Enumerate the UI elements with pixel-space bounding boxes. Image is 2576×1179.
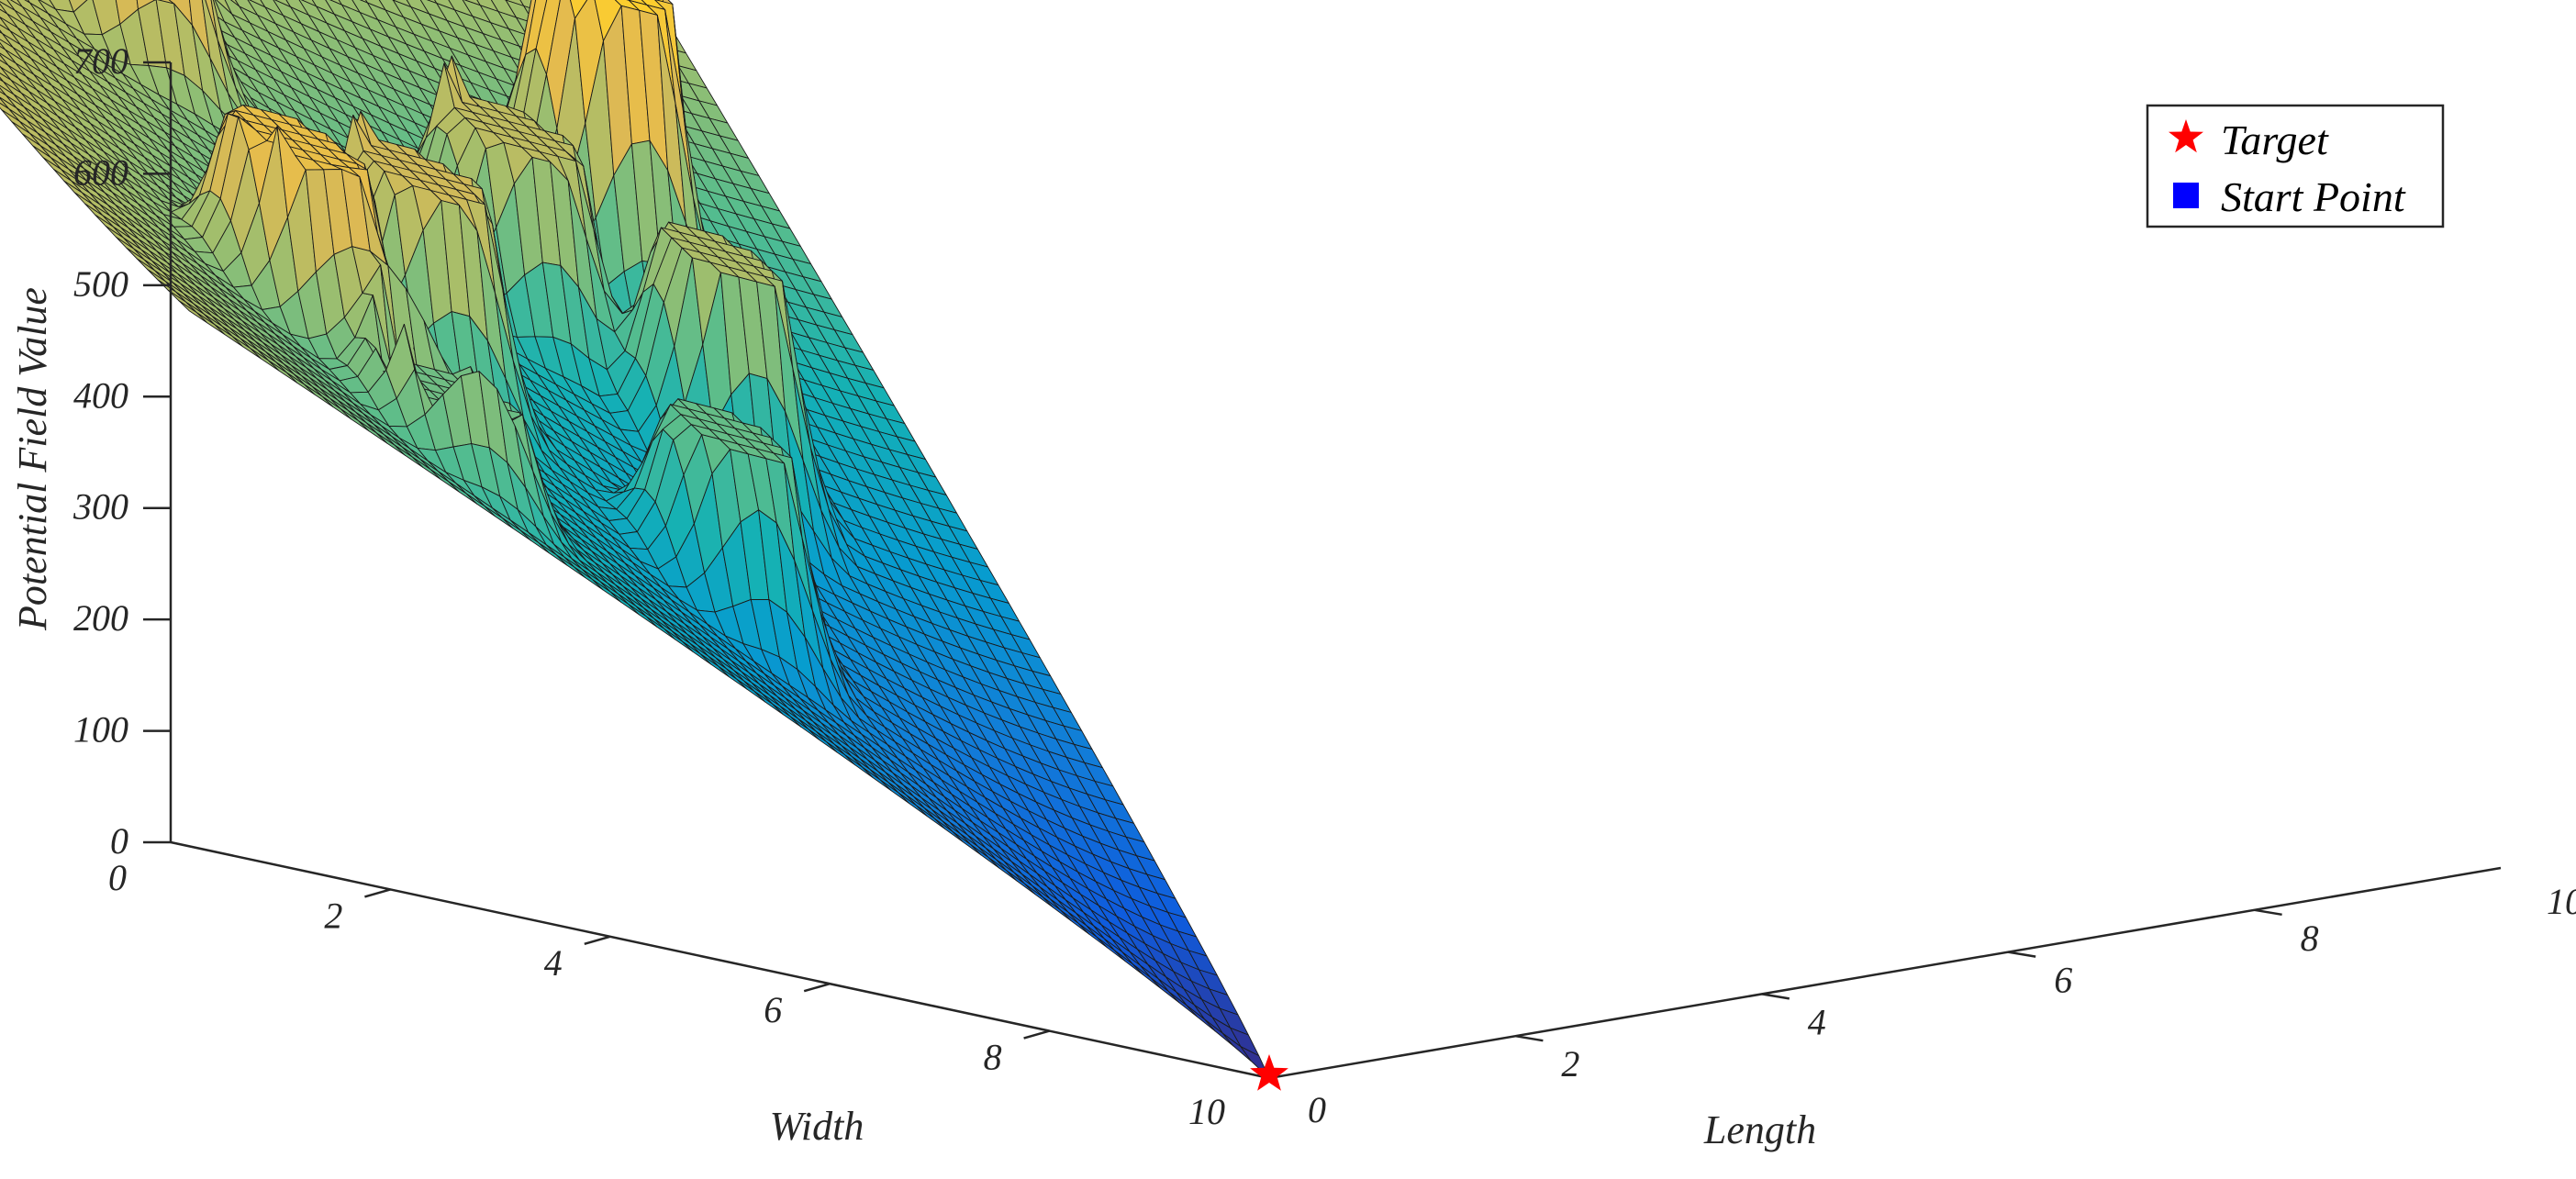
width-axis-label: Width [770, 1104, 864, 1149]
z-tick-label: 600 [73, 151, 128, 193]
target-star-marker [1250, 1054, 1288, 1091]
width-tick-label: 8 [984, 1037, 1002, 1078]
legend-label-start: Start Point [2221, 173, 2406, 220]
length-tick-label: 10 [2547, 881, 2576, 922]
width-tick-mark [803, 982, 831, 993]
axes: 024681002468100100200300400500600700 [72, 40, 2576, 1132]
length-tick-mark [2007, 951, 2036, 958]
width-tick-mark [1023, 1029, 1050, 1040]
length-tick-label: 2 [1561, 1043, 1579, 1084]
width-tick-label: 0 [108, 857, 127, 898]
legend: Target Start Point [2146, 104, 2445, 228]
length-axis-label: Length [1703, 1107, 1816, 1152]
z-axis-label: Potential Field Value [10, 287, 55, 631]
width-axis-line [170, 840, 1270, 1080]
width-tick-label: 6 [764, 989, 782, 1030]
surface-cell [525, 0, 548, 55]
z-tick-label: 200 [73, 597, 128, 639]
length-tick-label: 6 [2054, 960, 2072, 1001]
width-tick-label: 4 [544, 942, 563, 984]
length-tick-label: 0 [1308, 1089, 1326, 1130]
legend-start-square-icon [2173, 183, 2199, 208]
surface-cell [535, 0, 561, 75]
length-tick-mark [1761, 993, 1790, 1000]
z-tick-label: 0 [110, 820, 128, 862]
surface-cell [570, 0, 588, 19]
length-tick-label: 4 [1808, 1001, 1826, 1042]
width-tick-label: 2 [324, 895, 342, 936]
width-tick-mark [364, 888, 391, 898]
z-tick-label: 500 [73, 263, 128, 305]
length-tick-mark [2254, 908, 2282, 917]
width-tick-label: 10 [1188, 1091, 1225, 1132]
width-tick-mark [584, 935, 611, 946]
length-tick-mark [1515, 1034, 1544, 1042]
z-tick-label: 100 [73, 709, 128, 751]
length-tick-label: 8 [2301, 918, 2319, 959]
surface-cell [69, 0, 88, 13]
legend-target-star-icon [2169, 119, 2203, 153]
z-tick-label: 700 [73, 40, 128, 82]
potential-field-surface [0, 0, 1270, 1079]
surface-cell [515, 0, 537, 83]
markers [1250, 1054, 1288, 1091]
length-axis-line [1268, 866, 2502, 1080]
z-tick-label: 400 [73, 374, 128, 416]
legend-label-target: Target [2221, 117, 2329, 163]
z-tick-label: 300 [72, 486, 128, 528]
